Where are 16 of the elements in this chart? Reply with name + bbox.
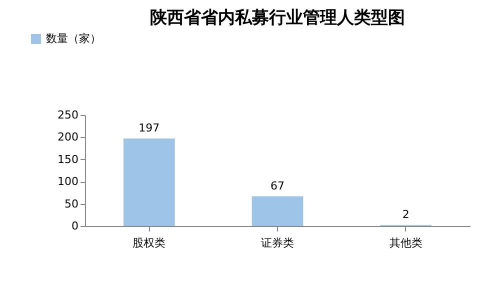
y-tick-label: 100 bbox=[58, 175, 78, 188]
bar bbox=[252, 196, 304, 226]
data-label: 2 bbox=[402, 208, 410, 222]
x-tick-label: 其他类 bbox=[389, 236, 422, 250]
y-tick-label: 200 bbox=[58, 130, 78, 144]
y-tick-label: 50 bbox=[64, 197, 78, 210]
y-tick-label: 250 bbox=[58, 108, 78, 122]
data-label: 197 bbox=[138, 122, 160, 135]
x-tick-label: 证券类 bbox=[261, 236, 294, 250]
data-label: 67 bbox=[270, 179, 284, 192]
chart-title: 陕西省省内私募行业管理人类型图 bbox=[150, 8, 405, 28]
y-tick-label: 150 bbox=[58, 152, 78, 166]
bar bbox=[124, 138, 175, 226]
y-tick-label: 0 bbox=[72, 220, 78, 232]
x-tick-label: 股权类 bbox=[132, 236, 166, 250]
legend-label: 数量（家） bbox=[46, 32, 101, 45]
